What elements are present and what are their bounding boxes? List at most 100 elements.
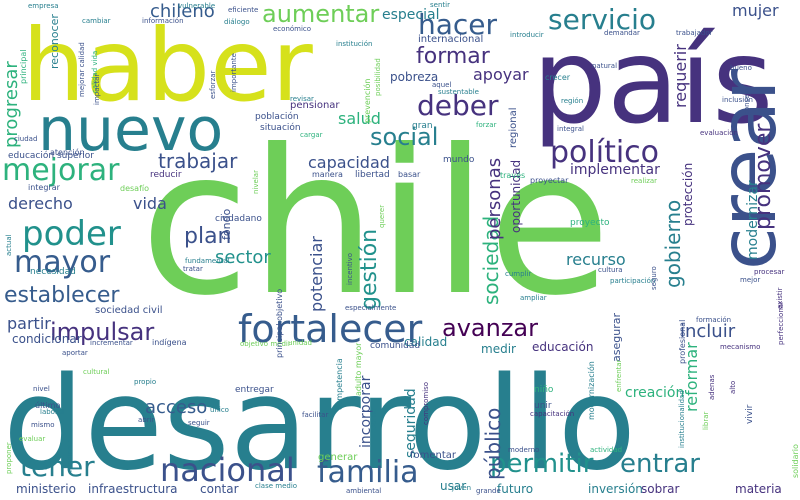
cloud-word: posibilidad [374, 58, 382, 96]
cloud-word: nivel [33, 385, 50, 393]
cloud-word: partir [7, 314, 51, 333]
cloud-word: nivelar [252, 170, 260, 194]
cloud-word: grande [476, 487, 501, 495]
cloud-word: cargar [300, 131, 323, 139]
cloud-word: situación [260, 122, 301, 133]
cloud-word: propio [134, 378, 156, 386]
cloud-word: compromiso [422, 382, 430, 425]
cloud-word: mejor [740, 276, 760, 284]
cloud-word: económico [273, 25, 311, 33]
cloud-word: trabajador [676, 29, 713, 37]
cloud-word: usar [440, 479, 466, 493]
cloud-word: revisar [290, 95, 314, 103]
cloud-word: niño [534, 385, 554, 395]
cloud-word: seguir [188, 419, 210, 427]
cloud-word: importante [230, 53, 238, 92]
cloud-word: último [35, 401, 60, 410]
cloud-word: salud [338, 109, 381, 128]
cloud-word: único [210, 406, 229, 414]
cloud-word: población [255, 111, 299, 122]
cloud-word: gobierno [661, 200, 685, 288]
cloud-word: formar [416, 44, 491, 69]
cloud-word: reducir [150, 170, 182, 180]
cloud-word: cultural [83, 368, 110, 376]
cloud-word: través [500, 170, 525, 180]
cloud-word: ambiental [346, 487, 381, 495]
cloud-word: creación [625, 385, 684, 401]
cloud-word: derecho [8, 194, 73, 213]
cloud-word: actual [5, 234, 13, 256]
cloud-word: tener [20, 450, 95, 483]
cloud-word: abrir [138, 416, 155, 424]
cloud-word: chile [140, 107, 611, 340]
cloud-word: gestión [357, 229, 382, 310]
cloud-word: fomentar [410, 450, 457, 461]
cloud-word: evaluar [19, 435, 45, 443]
cloud-word: competencia [335, 358, 344, 410]
cloud-word: educación superior [8, 150, 94, 161]
cloud-word: gran [412, 121, 433, 131]
cloud-word: natural [592, 62, 617, 70]
cloud-word: mundo [443, 155, 475, 165]
cloud-word: fundamental [185, 257, 230, 265]
cloud-word: laboral [40, 408, 64, 416]
cloud-word: internacional [418, 34, 483, 45]
cloud-word: capacidad [308, 153, 390, 172]
cloud-word: perfeccionar [777, 301, 785, 345]
cloud-word: sociedad [479, 216, 503, 305]
cloud-word: país [532, 12, 773, 150]
cloud-word: información [142, 17, 184, 25]
cloud-word: haber [22, 7, 314, 124]
cloud-word: permitir [490, 449, 594, 479]
cloud-word: público [481, 408, 505, 480]
cloud-word: demandar [604, 29, 640, 37]
cloud-word: educación [532, 340, 593, 354]
cloud-word: progresar [1, 61, 22, 148]
cloud-word: fortalecer [238, 307, 423, 351]
cloud-word: político [550, 135, 659, 170]
cloud-word: apoyar [473, 65, 529, 84]
cloud-word: existir [776, 287, 784, 309]
cloud-word: unidad [288, 339, 312, 347]
cloud-word: nuevo [38, 95, 223, 165]
cloud-word: crear [704, 68, 794, 270]
cloud-word: clase medio [255, 482, 297, 490]
cloud-word: forzar [476, 121, 497, 129]
cloud-word: seguridad [403, 388, 419, 458]
cloud-word: generar [318, 452, 358, 463]
cloud-word: mediante [66, 439, 74, 472]
cloud-word: actividad [590, 446, 622, 454]
cloud-word: necesidad [30, 267, 76, 277]
cloud-word: modernizar [745, 180, 761, 260]
cloud-word: comunidad [370, 341, 420, 351]
cloud-word: mecanismo [720, 343, 760, 351]
cloud-word: seguro [650, 266, 658, 290]
cloud-word: proyectar [530, 176, 569, 185]
cloud-word: principal [19, 50, 28, 84]
cloud-word: oportunidad [509, 160, 523, 233]
cloud-word: moderno [508, 446, 539, 454]
cloud-word: impactar [93, 74, 101, 105]
cloud-word: cultura [598, 266, 623, 274]
cloud-word: adenas [708, 374, 716, 400]
cloud-word: facilitar [302, 411, 328, 419]
cloud-word: recurso [566, 250, 626, 269]
cloud-word: ciudadano [215, 214, 262, 224]
cloud-word: pobreza [390, 70, 438, 84]
cloud-word: desafío [120, 184, 149, 193]
cloud-word: chileno [150, 1, 215, 22]
cloud-word: modernización [586, 361, 596, 420]
cloud-word: mismo [31, 421, 55, 429]
cloud-word: principal objetivo [275, 289, 284, 358]
cloud-word: enfrentar [615, 359, 623, 392]
cloud-word: reconocer [48, 14, 61, 69]
cloud-word: implementar [570, 162, 660, 178]
cloud-word: proyecto [570, 218, 610, 228]
cloud-word: basar [398, 170, 421, 179]
cloud-word: esforzar [209, 70, 217, 99]
cloud-word: familia [317, 455, 419, 490]
cloud-word: fondo [220, 208, 233, 240]
cloud-word: joven [451, 484, 471, 492]
cloud-word: profesional [678, 320, 687, 364]
